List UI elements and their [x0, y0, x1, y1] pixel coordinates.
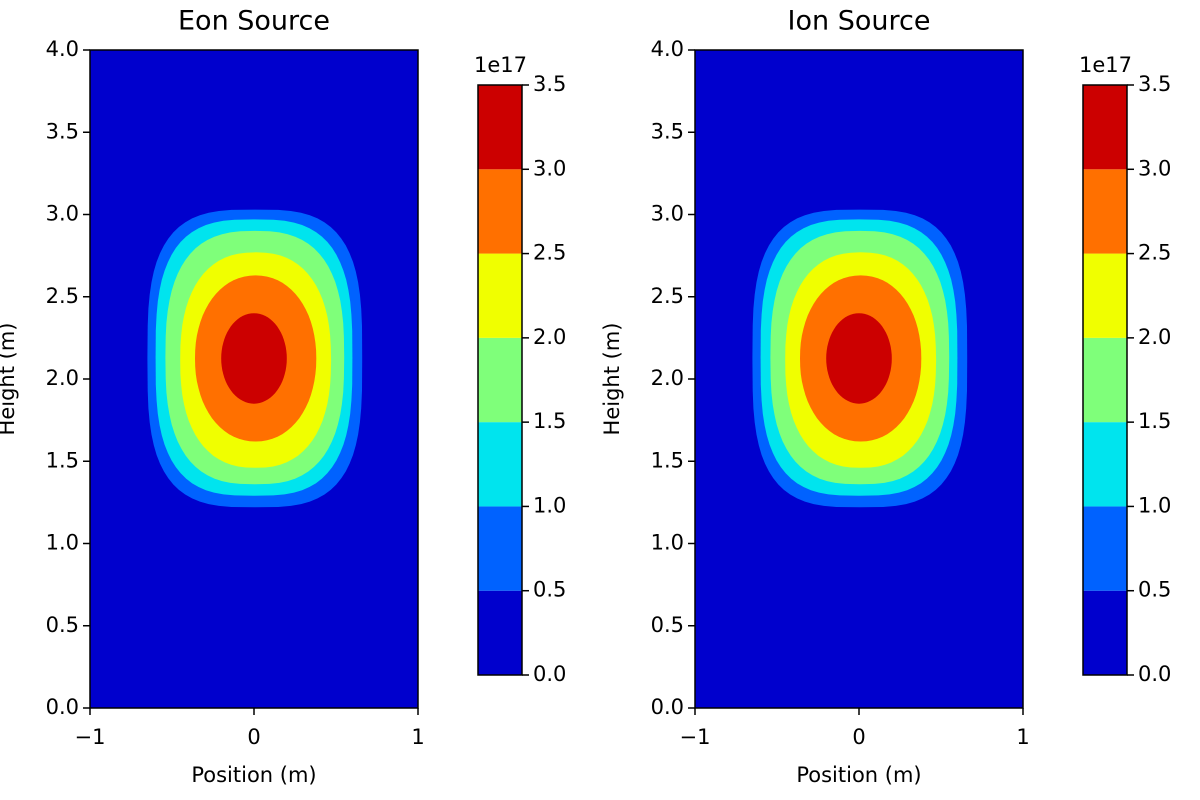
colorbar-tick-label: 2.5 [1138, 241, 1171, 265]
y-tick-label: 3.5 [651, 119, 684, 143]
x-tick-label: 1 [411, 725, 424, 749]
colorbar-tick-label: 0.0 [533, 662, 566, 686]
y-tick-label: 2.0 [46, 366, 79, 390]
colorbar-tick-label: 3.0 [1138, 156, 1171, 180]
y-tick-label: 1.5 [46, 448, 79, 472]
y-tick-label: 2.5 [46, 284, 79, 308]
contour-band [221, 313, 287, 404]
x-tick-label: −1 [75, 725, 106, 749]
y-tick-label: 4.0 [651, 37, 684, 61]
colorbar-tick-label: 1.5 [533, 409, 566, 433]
y-tick-label: 2.0 [651, 366, 684, 390]
colorbar-segment [1083, 337, 1127, 423]
colorbar-segment [1083, 422, 1127, 507]
chart-title: Eon Source [178, 6, 330, 37]
colorbar-segment [478, 253, 522, 338]
colorbar-tick-label: 2.0 [1138, 325, 1171, 349]
colorbar-tick-label: 0.5 [1138, 578, 1171, 602]
y-tick-label: 3.0 [651, 202, 684, 226]
y-tick-label: 2.5 [651, 284, 684, 308]
colorbar-segment [478, 590, 522, 675]
y-axis-label: Height (m) [0, 323, 19, 436]
colorbar-segment [1083, 85, 1127, 170]
colorbar-tick-label: 1.0 [533, 493, 566, 517]
chart-title: Ion Source [788, 6, 931, 37]
y-tick-label: 0.0 [46, 695, 79, 719]
x-axis-label: Position (m) [796, 763, 921, 787]
y-tick-label: 0.5 [46, 613, 79, 637]
y-tick-label: 4.0 [46, 37, 79, 61]
y-axis-label: Height (m) [600, 323, 624, 436]
colorbar-segment [478, 337, 522, 423]
contour-band [826, 313, 892, 404]
colorbar-tick-label: 3.5 [1138, 72, 1171, 96]
colorbar-tick-label: 3.5 [533, 72, 566, 96]
colorbar-segment [1083, 169, 1127, 254]
colorbar-segment [478, 169, 522, 254]
x-tick-label: 0 [247, 725, 260, 749]
colorbar-frame [1082, 84, 1128, 676]
x-tick-label: −1 [680, 725, 711, 749]
colorbar-segment [1083, 590, 1127, 675]
colorbar-segment [478, 506, 522, 591]
y-tick-label: 3.0 [46, 202, 79, 226]
y-tick-label: 0.5 [651, 613, 684, 637]
y-tick-label: 1.5 [651, 448, 684, 472]
colorbar-tick-label: 0.0 [1138, 662, 1171, 686]
colorbar-tick-label: 0.5 [533, 578, 566, 602]
colorbar-tick-label: 1.5 [1138, 409, 1171, 433]
colorbar-tick-label: 2.5 [533, 241, 566, 265]
y-tick-label: 1.0 [46, 531, 79, 555]
y-tick-label: 0.0 [651, 695, 684, 719]
colorbar-tick-label: 2.0 [533, 325, 566, 349]
x-axis-label: Position (m) [191, 763, 316, 787]
colorbar-tick-label: 3.0 [533, 156, 566, 180]
colorbar-offset: 1e17 [1079, 53, 1132, 77]
y-tick-label: 3.5 [46, 119, 79, 143]
colorbar-segment [478, 85, 522, 170]
colorbar-offset: 1e17 [474, 53, 527, 77]
x-tick-label: 1 [1016, 725, 1029, 749]
colorbar-segment [1083, 253, 1127, 338]
y-tick-label: 1.0 [651, 531, 684, 555]
x-tick-label: 0 [852, 725, 865, 749]
colorbar-segment [1083, 506, 1127, 591]
colorbar-segment [478, 422, 522, 507]
colorbar-frame [477, 84, 523, 676]
colorbar-tick-label: 1.0 [1138, 493, 1171, 517]
